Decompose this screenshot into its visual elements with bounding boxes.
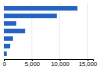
tick-label: 10,000: [51, 61, 70, 67]
bars: [4, 6, 77, 56]
grid-line: [87, 3, 88, 59]
grid-line: [59, 3, 60, 59]
bar: [4, 29, 25, 34]
bar: [4, 44, 10, 49]
tick-label: 0: [3, 61, 7, 67]
tick-label: 15,000: [79, 61, 98, 67]
bar: [4, 21, 16, 26]
tick-label: 5,000: [25, 61, 41, 67]
grid: [4, 3, 87, 59]
tick: 10,000: [51, 59, 70, 67]
bar: [4, 14, 57, 19]
tick: 0: [3, 59, 7, 67]
x-axis: 0 5,000 10,000 15,000: [3, 59, 98, 67]
bar: [4, 36, 13, 41]
bar: [4, 6, 77, 11]
tick: 15,000: [79, 59, 98, 67]
grid-line: [31, 3, 32, 59]
tick: 5,000: [25, 59, 41, 67]
plot: 0 5,000 10,000 15,000: [3, 3, 98, 67]
bar: [4, 51, 7, 56]
chart: 0 5,000 10,000 15,000: [0, 0, 100, 71]
